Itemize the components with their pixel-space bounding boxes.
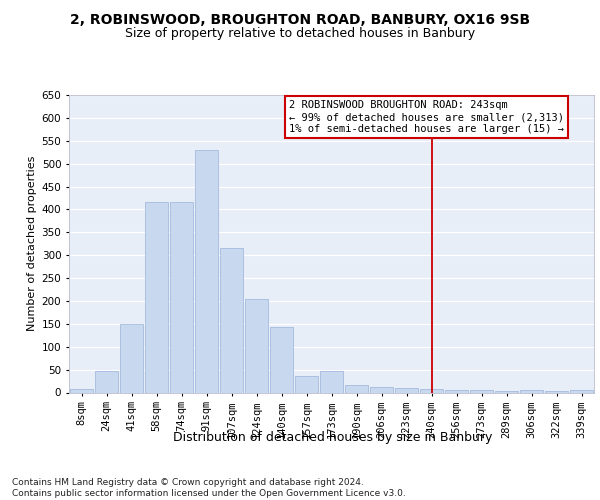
- Bar: [445, 390, 468, 392]
- Bar: [195, 150, 218, 392]
- Text: Distribution of detached houses by size in Banbury: Distribution of detached houses by size …: [173, 431, 493, 444]
- Bar: [420, 389, 443, 392]
- Bar: [245, 298, 268, 392]
- Text: Contains HM Land Registry data © Crown copyright and database right 2024.
Contai: Contains HM Land Registry data © Crown c…: [12, 478, 406, 498]
- Bar: [345, 385, 368, 392]
- Bar: [545, 391, 568, 392]
- Text: 2 ROBINSWOOD BROUGHTON ROAD: 243sqm
← 99% of detached houses are smaller (2,313): 2 ROBINSWOOD BROUGHTON ROAD: 243sqm ← 99…: [289, 100, 564, 134]
- Bar: [470, 390, 493, 392]
- Bar: [145, 202, 168, 392]
- Bar: [120, 324, 143, 392]
- Text: Size of property relative to detached houses in Banbury: Size of property relative to detached ho…: [125, 28, 475, 40]
- Bar: [220, 248, 243, 392]
- Bar: [520, 390, 543, 392]
- Y-axis label: Number of detached properties: Number of detached properties: [28, 156, 37, 332]
- Bar: [95, 372, 118, 392]
- Bar: [170, 202, 193, 392]
- Bar: [70, 389, 93, 392]
- Bar: [320, 370, 343, 392]
- Bar: [395, 388, 418, 392]
- Bar: [570, 390, 593, 392]
- Bar: [495, 391, 518, 392]
- Text: 2, ROBINSWOOD, BROUGHTON ROAD, BANBURY, OX16 9SB: 2, ROBINSWOOD, BROUGHTON ROAD, BANBURY, …: [70, 12, 530, 26]
- Bar: [370, 386, 393, 392]
- Bar: [270, 327, 293, 392]
- Bar: [295, 376, 318, 392]
